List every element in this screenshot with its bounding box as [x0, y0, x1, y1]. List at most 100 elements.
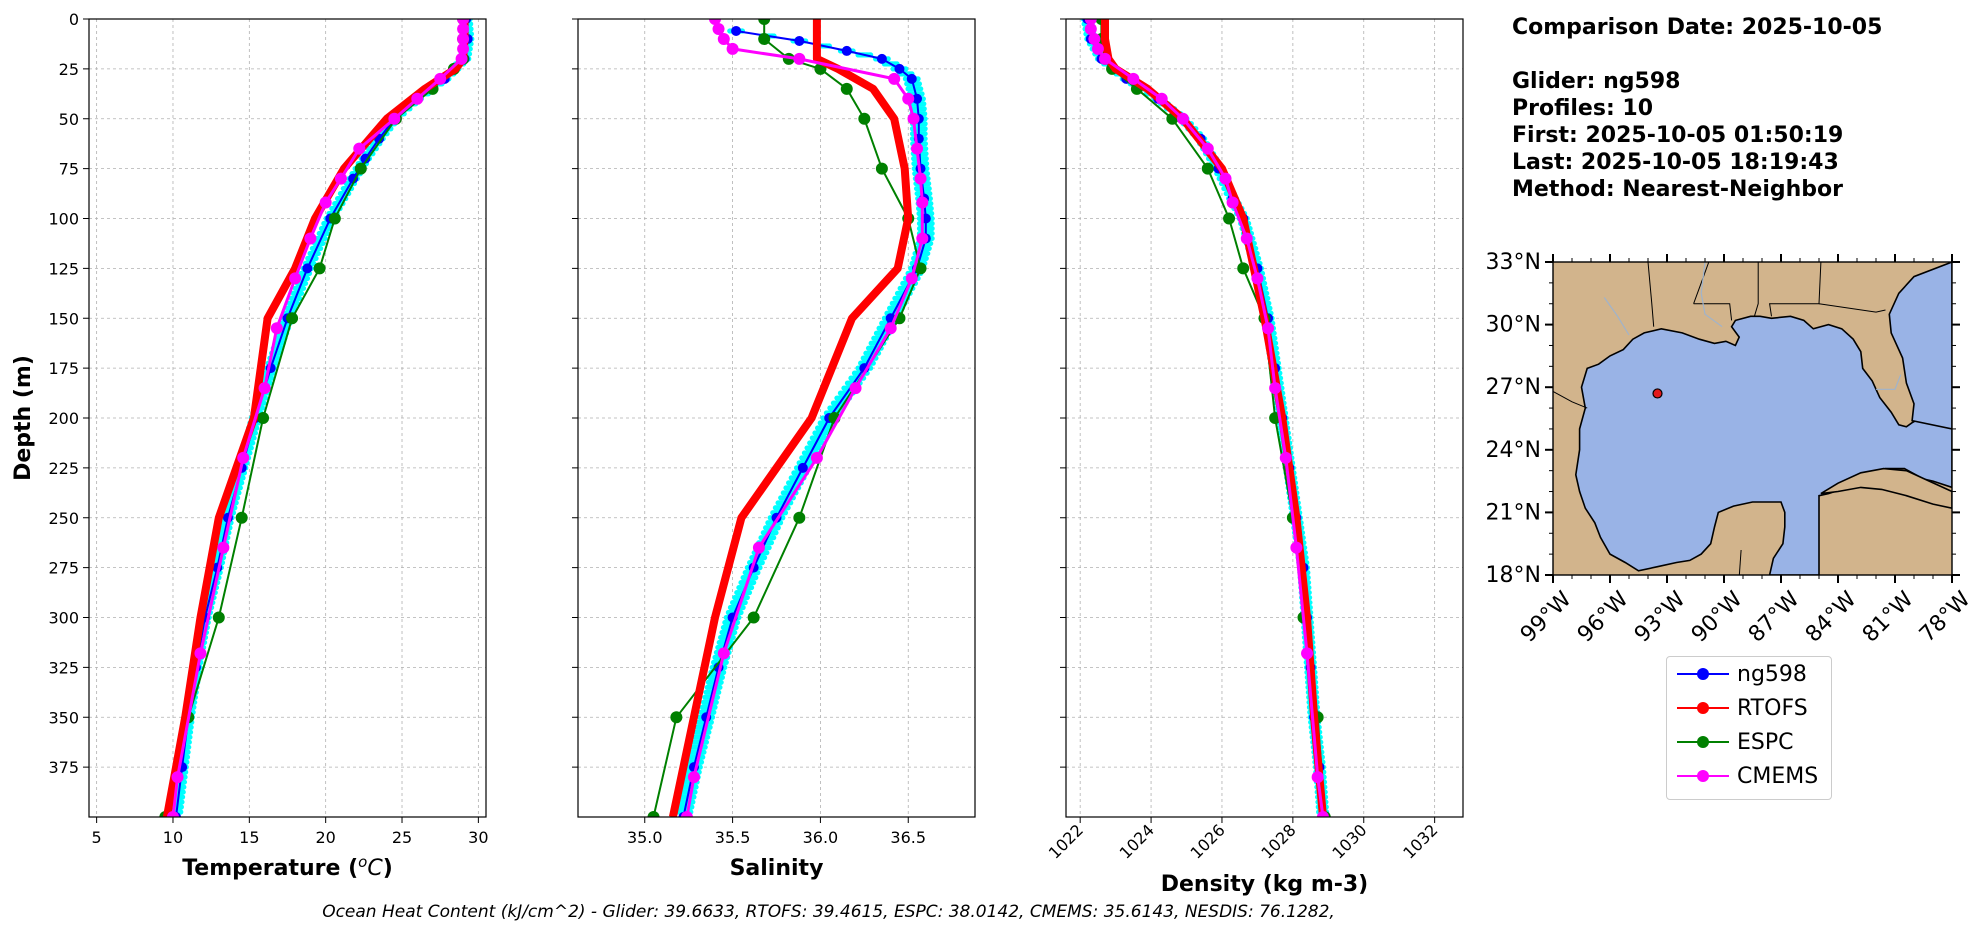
point-espc — [328, 212, 341, 225]
point-cmems — [353, 142, 366, 155]
glider-raw-point — [924, 166, 930, 172]
glider-raw-point — [184, 754, 191, 760]
glider-raw-point — [773, 530, 779, 536]
glider-raw-point — [761, 555, 768, 561]
glider-raw-point — [929, 230, 935, 237]
y-tick-label: 325 — [48, 658, 79, 677]
point-ng598 — [360, 153, 371, 164]
glider-raw-point — [261, 400, 267, 406]
glider-raw-point — [1272, 340, 1279, 346]
point-ng598 — [876, 53, 887, 64]
x-tick-label: 30 — [468, 828, 488, 847]
glider-raw-point — [178, 809, 184, 815]
point-cmems — [884, 322, 897, 335]
point-cmems — [166, 811, 179, 817]
glider-raw-point — [234, 495, 241, 501]
glider-raw-point — [296, 295, 303, 301]
glider-raw-point — [302, 280, 309, 286]
glider-raw-point — [716, 689, 722, 695]
glider-raw-point — [738, 609, 744, 616]
point-cmems — [237, 451, 250, 464]
point-cmems — [457, 22, 470, 35]
point-cmems — [849, 382, 862, 395]
glider-raw-point — [188, 724, 194, 730]
x-tick-label: 35.5 — [715, 828, 751, 847]
point-ng598 — [731, 25, 742, 36]
point-espc — [313, 262, 326, 275]
point-cmems — [457, 42, 470, 55]
glider-raw-point — [1277, 370, 1283, 376]
glider-raw-point — [1254, 250, 1260, 257]
point-cmems — [752, 541, 765, 554]
point-cmems — [712, 22, 725, 35]
y-tick-label: 100 — [48, 210, 79, 229]
glider-raw-point — [698, 759, 705, 765]
glider-raw-point — [922, 141, 929, 147]
point-cmems — [258, 382, 271, 395]
glider-raw-point — [929, 225, 935, 232]
glider-raw-point — [1274, 350, 1280, 356]
series-line-rtofs — [668, 19, 913, 817]
glider-raw-point — [252, 430, 259, 436]
point-espc — [914, 262, 927, 275]
point-cmems — [270, 322, 283, 335]
glider-raw-point — [1261, 280, 1268, 286]
x-tick-label: 36.0 — [803, 828, 839, 847]
glider-raw-point — [700, 754, 706, 760]
point-cmems — [888, 72, 901, 85]
point-espc — [875, 162, 888, 175]
glider-raw-point — [926, 245, 932, 252]
glider-raw-point — [748, 584, 755, 591]
glider-raw-point — [764, 550, 770, 556]
glider-raw-point — [1253, 245, 1259, 252]
glider-raw-point — [468, 26, 474, 32]
point-cmems — [687, 771, 700, 784]
glider-raw-point — [1251, 240, 1257, 247]
glider-raw-point — [185, 749, 191, 755]
glider-raw-point — [1271, 330, 1277, 336]
glider-raw-point — [744, 594, 750, 601]
glider-raw-point — [251, 435, 257, 441]
series-line-ng598 — [175, 19, 469, 817]
y-tick-label: 50 — [59, 110, 79, 129]
glider-raw-point — [920, 96, 926, 102]
point-cmems — [304, 232, 317, 245]
point-cmems — [411, 92, 424, 105]
temperature-panel: 0255075100125150175200225250275300325350… — [11, 10, 489, 881]
y-tick-label: 375 — [48, 758, 79, 777]
point-ng598 — [841, 45, 852, 56]
glider-raw-point — [928, 240, 934, 247]
glider-raw-point — [759, 560, 765, 566]
glider-raw-point — [250, 440, 256, 446]
glider-raw-point — [1275, 355, 1281, 361]
glider-raw-point — [919, 91, 925, 97]
y-tick-label: 200 — [48, 409, 79, 428]
glider-raw-point — [186, 744, 192, 750]
glider-raw-point — [766, 545, 772, 551]
glider-raw-point — [723, 659, 729, 665]
glider-raw-point — [753, 575, 759, 581]
point-ng598 — [302, 263, 313, 274]
point-cmems — [905, 272, 918, 285]
x-axis-label: Salinity — [730, 856, 824, 881]
point-cmems — [916, 196, 929, 209]
point-cmems — [907, 112, 920, 125]
x-tick-label: 15 — [239, 828, 259, 847]
glider-raw-point — [320, 240, 326, 247]
glider-raw-point — [239, 480, 245, 486]
glider-raw-point — [248, 445, 254, 451]
glider-raw-point — [708, 719, 714, 725]
glider-raw-point — [733, 624, 739, 631]
y-tick-label: 75 — [59, 160, 79, 179]
glider-raw-point — [732, 629, 738, 636]
glider-raw-point — [929, 220, 935, 227]
glider-raw-point — [923, 151, 929, 157]
glider-raw-point — [918, 86, 924, 92]
glider-raw-point — [903, 66, 909, 72]
glider-raw-point — [719, 674, 725, 680]
glider-raw-point — [922, 116, 928, 122]
glider-raw-point — [269, 375, 275, 381]
glider-raw-point — [922, 121, 928, 127]
point-cmems — [902, 92, 915, 105]
